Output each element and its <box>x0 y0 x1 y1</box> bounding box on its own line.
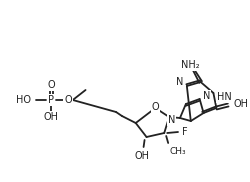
Text: OH: OH <box>134 151 148 161</box>
Text: O: O <box>64 95 72 105</box>
Text: CH₃: CH₃ <box>168 147 185 156</box>
Text: F: F <box>181 127 187 137</box>
Text: HO: HO <box>16 95 31 105</box>
Text: HN: HN <box>216 92 231 102</box>
Text: OH: OH <box>232 99 247 109</box>
Text: N: N <box>202 91 209 101</box>
Text: O: O <box>47 80 55 90</box>
Text: N: N <box>175 77 182 87</box>
Text: O: O <box>151 102 158 112</box>
Text: NH₂: NH₂ <box>181 60 199 70</box>
Text: OH: OH <box>44 112 59 122</box>
Text: P: P <box>48 95 54 105</box>
Text: N: N <box>167 115 174 125</box>
